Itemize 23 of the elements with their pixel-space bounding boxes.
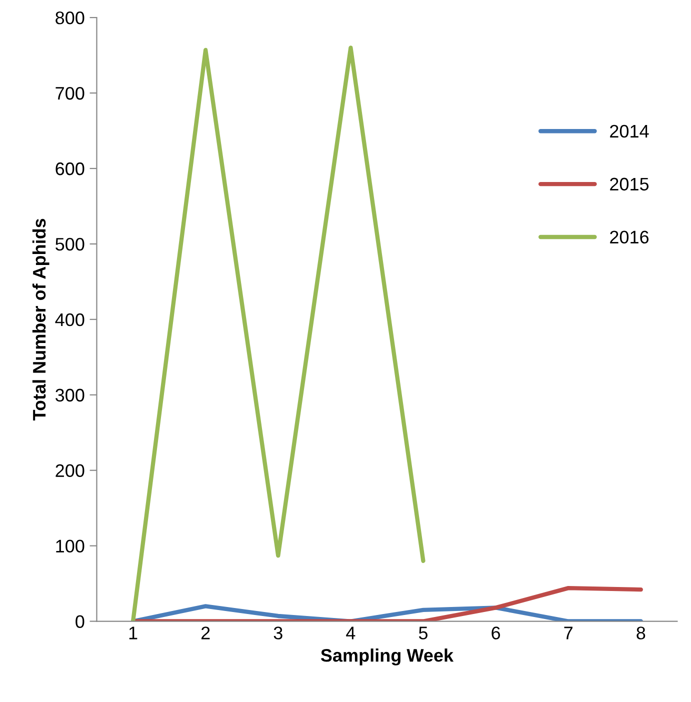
x-axis-title: Sampling Week [320,648,454,666]
x-tick-label: 2 [201,626,210,640]
line-series [130,46,426,622]
y-tick-label: 500 [56,238,84,251]
y-tick-label: 700 [56,86,84,100]
y-tick-label: 300 [56,388,84,402]
legend-label: 2016 [610,230,649,244]
x-tick-label: 8 [636,626,646,640]
x-tick-label: 3 [274,626,282,640]
x-tick-label: 6 [492,626,500,640]
y-tick-label: 600 [56,162,84,176]
legend-label: 2014 [610,124,649,138]
y-tick-label: 400 [55,313,84,326]
y-tick-label: 0 [76,615,84,628]
y-tick-label: 100 [56,540,84,553]
legend-label: 2015 [610,178,649,191]
y-tick-label: 200 [56,464,84,478]
x-tick-label: 5 [418,626,428,640]
x-tick-label: 7 [564,626,572,640]
y-tick-label: 800 [56,11,84,24]
x-tick-label: 1 [129,626,138,640]
x-tick-label: 4 [346,626,356,640]
y-axis-title: Total Number of Aphids [32,218,50,421]
